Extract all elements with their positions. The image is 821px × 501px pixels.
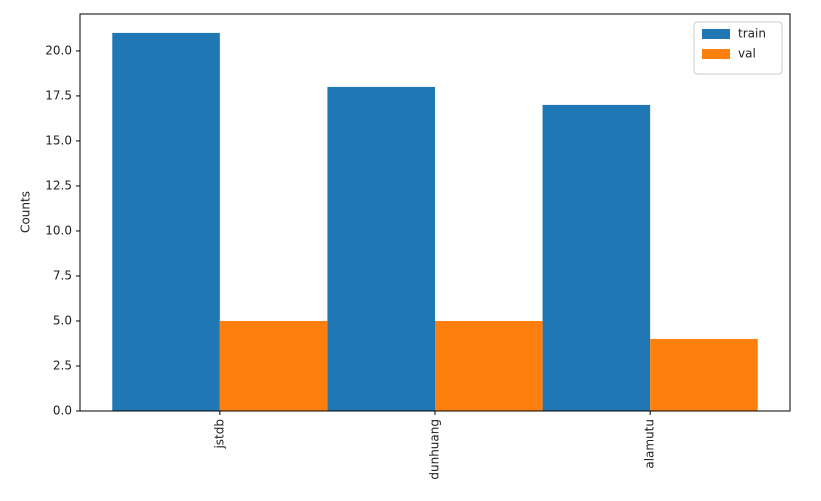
y-tick-label: 17.5 [45,88,72,102]
bar [435,320,543,411]
y-tick-label: 5.0 [53,313,72,327]
y-tick-label: 12.5 [45,178,72,192]
bar [112,32,220,412]
y-tick-label: 10.0 [45,223,72,237]
y-tick-label: 15.0 [45,133,72,147]
legend-swatch [702,29,730,39]
x-tick-label: jstdb [212,419,226,450]
x-tick-label: dunhuang [428,419,442,480]
y-tick-label: 20.0 [45,43,72,57]
y-tick-label: 0.0 [53,404,72,418]
bar [327,86,435,411]
legend-label: val [738,47,756,61]
bar [219,320,328,411]
y-tick-label: 7.5 [53,268,72,282]
y-tick-label: 2.5 [53,358,72,372]
x-tick-label: alamutu [643,419,657,469]
bar [650,338,758,411]
bar [542,104,651,411]
legend-swatch [702,49,730,59]
plot-frame [79,13,791,412]
y-axis-label: Counts [19,191,33,233]
legend-label: train [738,27,766,41]
